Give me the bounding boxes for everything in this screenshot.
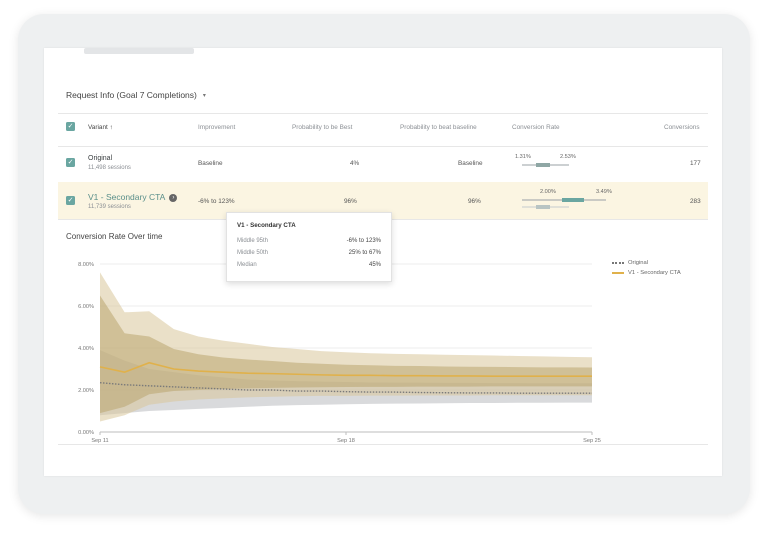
variant-name-v1[interactable]: V1 - Secondary CTA › [88, 192, 178, 202]
divider [58, 444, 708, 445]
column-header-conversion-rate[interactable]: Conversion Rate [512, 124, 560, 131]
divider [58, 146, 708, 147]
series-line-original [99, 381, 592, 394]
band-v1-inner [100, 295, 592, 414]
tooltip-value: 45% [368, 262, 381, 268]
improvement-original: Baseline [198, 160, 223, 167]
legend-label-v1: V1 - Secondary CTA [628, 270, 681, 276]
tooltip-key: Middle 50th [237, 250, 269, 256]
column-header-variant-label: Variant [88, 124, 108, 131]
goal-selector[interactable]: Request Info (Goal 7 Completions) ▾ [66, 90, 206, 100]
divider [58, 113, 708, 114]
tooltip-key: Middle 95th [237, 238, 269, 244]
prob-beat-original: Baseline [458, 160, 483, 167]
chart-title: Conversion Rate Over time [66, 232, 163, 241]
y-tick-label: 0.00% [78, 430, 94, 436]
tooltip-value: 25% to 67% [348, 250, 381, 256]
cr-box-original [536, 163, 550, 167]
conversions-v1: 283 [690, 198, 701, 205]
legend-item-v1[interactable]: V1 - Secondary CTA [612, 270, 681, 276]
x-tick-label: Sep 18 [337, 438, 355, 444]
y-tick-label: 4.00% [78, 346, 94, 352]
prob-best-v1: 96% [344, 198, 357, 205]
legend-label-original: Original [628, 260, 648, 266]
row-checkbox-v1[interactable]: ✓ [66, 196, 75, 205]
tooltip-row: Middle 95th -6% to 123% [237, 238, 381, 244]
conversion-rate-ranges [522, 163, 606, 209]
prob-best-original: 4% [350, 160, 360, 167]
chevron-down-icon: ▾ [202, 92, 206, 99]
column-header-conversions[interactable]: Conversions [664, 124, 700, 131]
info-icon[interactable]: › [169, 194, 178, 202]
cr-box-original-ghost [536, 205, 550, 209]
row-checkbox-original[interactable]: ✓ [66, 158, 75, 167]
variant-sessions-original: 11,498 sessions [88, 165, 131, 171]
column-header-variant[interactable]: Variant ↑ [88, 124, 113, 131]
tooltip-row: Median 45% [237, 262, 381, 268]
tooltip-value: -6% to 123% [346, 238, 381, 244]
improvement-v1[interactable]: -6% to 123% [198, 198, 235, 205]
sort-arrow-icon: ↑ [109, 124, 113, 131]
cr-low-original: 1.31% [515, 154, 531, 160]
conversions-original: 177 [690, 160, 701, 167]
header-placeholder [84, 48, 194, 54]
cr-low-v1: 2.00% [540, 189, 556, 195]
y-tick-label: 2.00% [78, 388, 94, 394]
goal-selector-label: Request Info (Goal 7 Completions) [66, 90, 197, 100]
column-header-improvement[interactable]: Improvement [198, 124, 236, 131]
prob-beat-v1: 96% [468, 198, 481, 205]
legend-swatch-v1 [612, 272, 624, 274]
conversion-rate-chart: 0.00% 2.00% 4.00% 6.00% 8.00% Sep 11 Sep 18 Sep… [78, 262, 601, 444]
column-header-prob-beat[interactable]: Probability to beat baseline [400, 124, 477, 131]
y-tick-label: 8.00% [78, 262, 94, 268]
improvement-tooltip: V1 - Secondary CTA Middle 95th -6% to 12… [226, 212, 392, 282]
variant-sessions-v1: 11,739 sessions [88, 204, 131, 210]
tooltip-row: Middle 50th 25% to 67% [237, 250, 381, 256]
column-header-prob-best[interactable]: Probability to be Best [292, 124, 353, 131]
select-all-checkbox[interactable]: ✓ [66, 122, 75, 131]
y-tick-label: 6.00% [78, 304, 94, 310]
chart-legend: Original V1 - Secondary CTA [612, 260, 681, 280]
variant-name-v1-label: V1 - Secondary CTA [88, 192, 166, 202]
variant-name-original: Original [88, 155, 113, 162]
experiment-report-panel: Request Info (Goal 7 Completions) ▾ ✓ Va… [44, 48, 722, 476]
x-tick-label: Sep 11 [91, 438, 108, 444]
tooltip-key: Median [237, 262, 257, 268]
cr-high-v1: 3.49% [596, 189, 612, 195]
cr-high-original: 2.53% [560, 154, 576, 160]
series-line-v1 [99, 361, 592, 377]
legend-swatch-original [612, 262, 624, 264]
cr-box-v1 [562, 198, 584, 202]
tooltip-title: V1 - Secondary CTA [237, 222, 296, 229]
legend-item-original[interactable]: Original [612, 260, 681, 266]
x-tick-label: Sep 25 [583, 438, 601, 444]
